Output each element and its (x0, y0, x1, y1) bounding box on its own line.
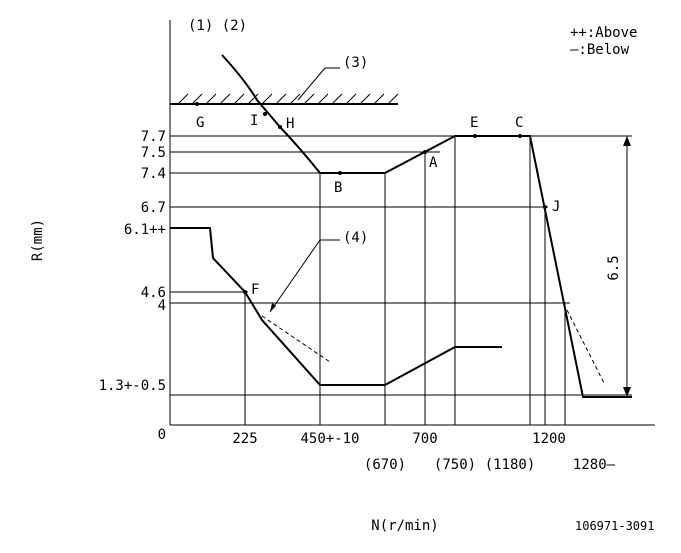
hatch (170, 93, 399, 105)
point: E (470, 115, 478, 131)
point: J (552, 199, 560, 215)
y-label: 7.5 (141, 145, 166, 161)
curves (170, 54, 632, 398)
legend: ++:Above (570, 25, 637, 41)
x-label: 700 (412, 431, 437, 447)
texts: (1) (2) (3) (4) ++:Above —:Below 7.7 7.5… (30, 18, 654, 534)
x-label: (750) (434, 457, 476, 473)
legend: —:Below (570, 42, 630, 58)
point: B (334, 180, 342, 196)
point: G (196, 115, 204, 131)
y-label: 4.6 (141, 285, 166, 301)
y-label: 4 (158, 298, 166, 314)
ref: (4) (343, 230, 368, 246)
x-label: 225 (232, 431, 257, 447)
y-label: 6.1++ (124, 222, 166, 238)
x-label: (1180) (485, 457, 536, 473)
x-label: 450+-10 (300, 431, 359, 447)
point: F (251, 282, 259, 298)
ref: (3) (343, 55, 368, 71)
y-label: 1.3+-0.5 (99, 378, 166, 394)
dimension: 6.5 (606, 255, 622, 280)
code: 106971-3091 (575, 519, 654, 533)
y-label: 0 (158, 427, 166, 443)
y-label: 7.4 (141, 166, 166, 182)
y-label: 6.7 (141, 200, 166, 216)
point: A (429, 155, 438, 171)
frame (169, 20, 655, 426)
x-label: (670) (364, 457, 406, 473)
y-label: 7.7 (141, 129, 166, 145)
x-label: 1280— (573, 457, 616, 473)
point: I (250, 113, 258, 129)
x-axis-title: N(r/min) (371, 518, 438, 534)
y-axis-title: R(mm) (30, 219, 46, 261)
ref: (1) (2) (188, 18, 247, 34)
point: C (515, 115, 523, 131)
point: H (286, 116, 294, 132)
x-label: 1200 (532, 431, 566, 447)
